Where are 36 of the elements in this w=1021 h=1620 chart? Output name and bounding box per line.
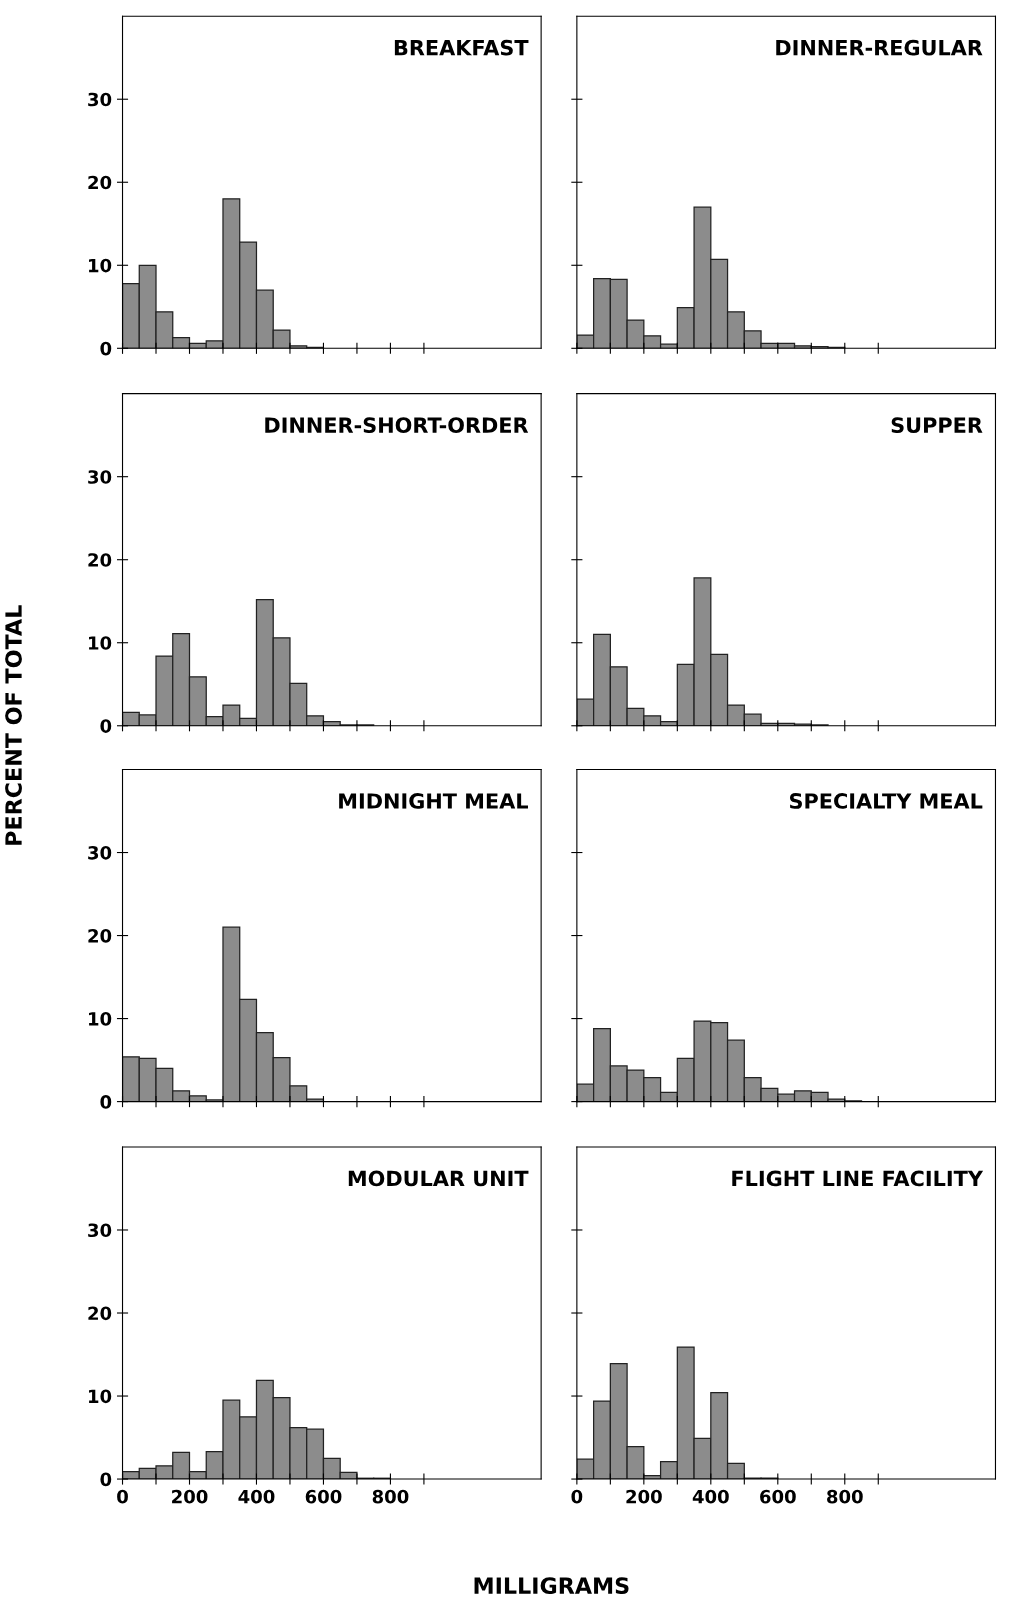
x-tick-label: 800 xyxy=(372,1489,409,1504)
y-tick-label: 10 xyxy=(89,258,112,273)
text: SPECIALTY MEAL xyxy=(789,793,983,809)
x-tick-label: 400 xyxy=(238,1489,275,1504)
x-tick-label: 0 xyxy=(117,1489,128,1504)
y-tick-label: 0 xyxy=(100,1095,112,1109)
text: DINNER-SHORT-ORDER xyxy=(265,417,529,434)
y-tick-label: 20 xyxy=(88,929,112,943)
y-tick-label: 10 xyxy=(89,1389,112,1404)
x-tick-label: 200 xyxy=(626,1489,662,1504)
x-tick-label: 0 xyxy=(571,1489,583,1504)
y-tick-label: 20 xyxy=(88,175,112,190)
x-tick-label: 200 xyxy=(172,1489,208,1504)
y-tick-label: 30 xyxy=(88,845,112,860)
y-tick-label: 30 xyxy=(88,92,112,107)
text: BREAKFAST xyxy=(394,39,529,56)
y-tick-label: 20 xyxy=(88,553,112,567)
y-tick-label: 0 xyxy=(100,719,112,733)
y-tick-label: 20 xyxy=(88,1306,112,1321)
text: FLIGHT LINE FACILITY xyxy=(732,1170,984,1187)
x-tick-label: 800 xyxy=(827,1489,863,1504)
y-tick-label: 0 xyxy=(100,341,112,356)
x-axis-title: MILLIGRAMS xyxy=(474,1577,629,1595)
x-tick-label: 600 xyxy=(305,1489,342,1504)
y-tick-label: 10 xyxy=(89,1012,112,1026)
text: MODULAR UNIT xyxy=(348,1170,529,1187)
y-tick-label: 0 xyxy=(100,1472,112,1487)
text: DINNER-REGULAR xyxy=(776,39,983,56)
y-tick-label: 10 xyxy=(89,636,112,650)
y-axis-title: PERCENT OF TOTAL xyxy=(5,605,22,845)
y-tick-label: 30 xyxy=(88,470,112,484)
y-tick-label: 30 xyxy=(88,1223,112,1238)
text: SUPPER xyxy=(891,417,983,434)
x-tick-label: 600 xyxy=(760,1489,796,1504)
text: MIDNIGHT MEAL xyxy=(339,793,528,809)
x-tick-label: 400 xyxy=(692,1489,729,1504)
